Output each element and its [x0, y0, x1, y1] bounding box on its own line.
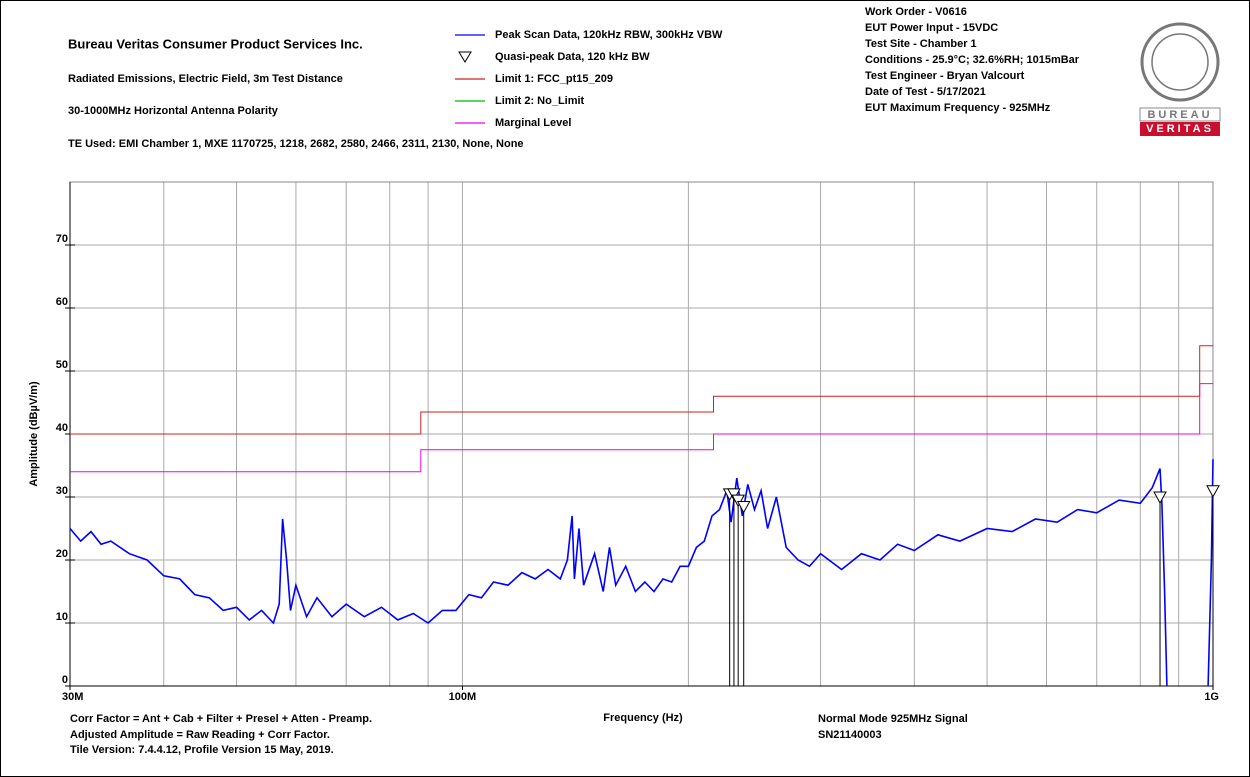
- legend-label: Quasi-peak Data, 120 kHz BW: [495, 51, 650, 63]
- y-tick-label: 10: [56, 611, 68, 623]
- legend-label: Limit 1: FCC_pt15_209: [495, 73, 613, 85]
- info-line: Work Order - V0616: [865, 6, 967, 18]
- footer-note: SN21140003: [818, 729, 882, 741]
- x-tick-label: 100M: [449, 691, 477, 703]
- info-line: Test Engineer - Bryan Valcourt: [865, 70, 1025, 82]
- header-line: TE Used: EMI Chamber 1, MXE 1170725, 121…: [68, 138, 524, 150]
- y-tick-label: 50: [56, 359, 68, 371]
- logo: BUREAU VERITAS: [1139, 22, 1221, 136]
- legend: Peak Scan Data, 120kHz RBW, 300kHz VBW Qu…: [455, 29, 723, 129]
- legend-marker: [458, 51, 472, 63]
- info-line: Test Site - Chamber 1: [865, 38, 977, 50]
- quasi-peak-marker: [727, 488, 741, 501]
- header-line: 30-1000MHz Horizontal Antenna Polarity: [68, 105, 279, 117]
- quasi-peak-marker: [1206, 485, 1220, 498]
- y-axis-label: Amplitude (dBµV/m): [28, 381, 40, 487]
- legend-label: Limit 2: No_Limit: [495, 95, 585, 107]
- logo-text: BUREAU: [1147, 109, 1212, 121]
- logo-box: [1140, 122, 1220, 136]
- x-axis-label: Frequency (Hz): [603, 712, 683, 724]
- limit-line: [70, 345, 1213, 435]
- logo-seal: [1140, 22, 1220, 102]
- y-tick-label: 20: [56, 548, 68, 560]
- info-line: Conditions - 25.9°C; 32.6%RH; 1015mBar: [865, 54, 1080, 66]
- quasi-peak-marker: [736, 500, 751, 514]
- report-title: Bureau Veritas Consumer Product Services…: [68, 36, 363, 51]
- info-line: EUT Maximum Frequency - 925MHz: [865, 102, 1051, 114]
- header-line: Radiated Emissions, Electric Field, 3m T…: [68, 73, 343, 85]
- footer-note: Corr Factor = Ant + Cab + Filter + Prese…: [70, 713, 372, 725]
- quasi-peak-marker: [1153, 491, 1167, 505]
- y-tick-label: 40: [56, 422, 68, 434]
- footer-note: Adjusted Amplitude = Raw Reading + Corr …: [70, 729, 330, 741]
- logo-box: [1139, 107, 1221, 122]
- y-tick-label: 30: [56, 485, 68, 497]
- logo-seal: [1151, 33, 1209, 91]
- quasi-peak-marker: [731, 494, 746, 508]
- footer-note: Normal Mode 925MHz Signal: [818, 713, 968, 725]
- logo-text: VERITAS: [1146, 123, 1214, 135]
- x-tick-label: 30M: [62, 691, 83, 703]
- y-tick-label: 0: [62, 674, 68, 686]
- legend-label: Marginal Level: [495, 117, 571, 129]
- info-block: Work Order - V0616 EUT Power Input - 15VD…: [865, 6, 1080, 114]
- info-line: Date of Test - 5/17/2021: [865, 86, 986, 98]
- info-line: EUT Power Input - 15VDC: [865, 22, 998, 34]
- y-tick-label: 70: [56, 233, 68, 245]
- y-tick-label: 60: [56, 296, 68, 308]
- footer-note: Tile Version: 7.4.4.12, Profile Version …: [70, 744, 334, 756]
- limit-line: [70, 383, 1213, 473]
- x-tick-label: 1G: [1204, 691, 1219, 703]
- legend-label: Peak Scan Data, 120kHz RBW, 300kHz VBW: [495, 29, 723, 41]
